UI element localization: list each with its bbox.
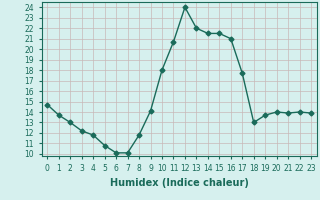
X-axis label: Humidex (Indice chaleur): Humidex (Indice chaleur) [110, 178, 249, 188]
